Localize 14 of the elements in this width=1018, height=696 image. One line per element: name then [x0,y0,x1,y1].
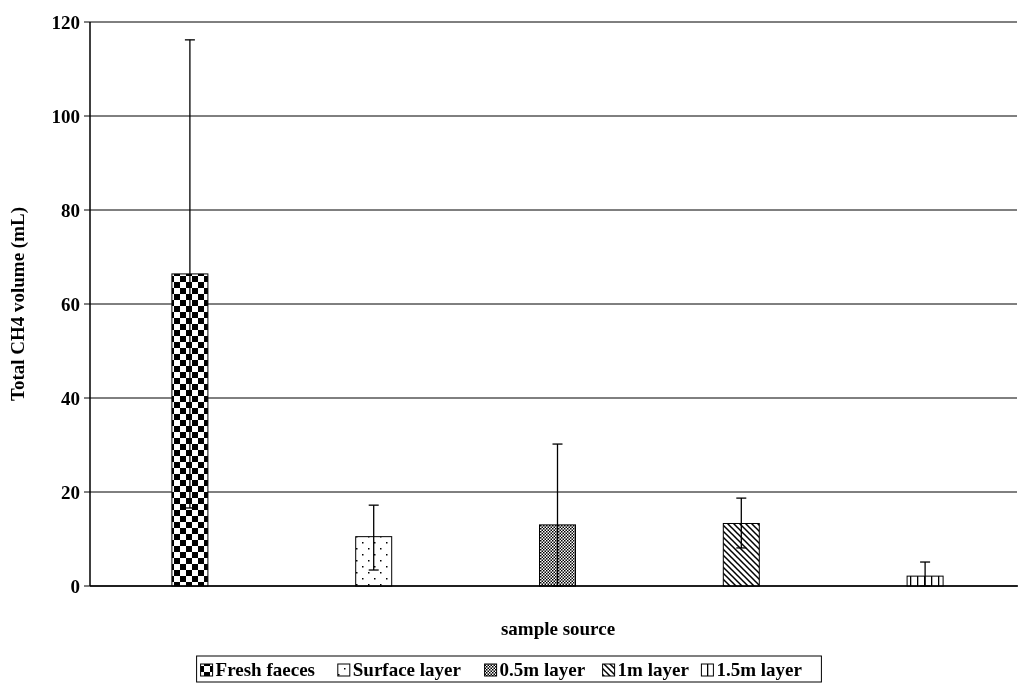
legend-label: 1.5m layer [716,659,803,680]
x-axis-title: sample source [500,618,616,639]
legend-label: 1m layer [617,659,690,680]
y-tick-label: 0 [70,575,80,597]
y-tick-label: 40 [61,387,80,409]
y-tick-label: 20 [61,481,80,503]
y-tick-label: 100 [51,105,80,127]
y-tick-label: 120 [51,11,80,33]
legend-label: Fresh faeces [215,659,315,680]
legend-label: 0.5m layer [499,659,586,680]
legend-label: Surface layer [352,659,462,680]
y-tick-label: 60 [61,293,80,315]
y-tick-label: 80 [61,199,80,221]
y-axis-title: Total CH4 volume (mL) [7,206,29,402]
